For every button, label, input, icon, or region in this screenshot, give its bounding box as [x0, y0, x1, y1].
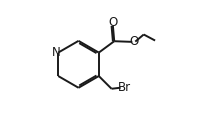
- Text: N: N: [52, 46, 60, 59]
- Text: O: O: [129, 35, 139, 48]
- Text: Br: Br: [118, 81, 131, 94]
- Text: O: O: [108, 16, 118, 29]
